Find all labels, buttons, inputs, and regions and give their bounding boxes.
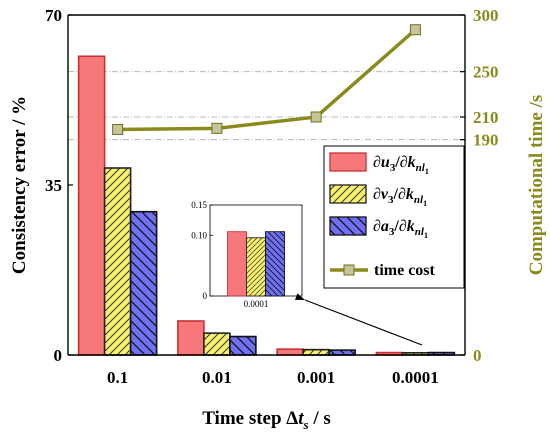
bar-1-0.001 — [276, 348, 304, 356]
x-axis-label: Time step Δts / s — [202, 408, 331, 432]
right-tick-label-250: 250 — [473, 63, 499, 82]
time-cost-marker-0.001 — [310, 111, 322, 123]
right-tick-label-190: 190 — [473, 131, 499, 150]
x-tick-label-0.01: 0.01 — [202, 368, 232, 387]
left-tick-label-35: 35 — [45, 176, 62, 195]
inset-tick-label-0.15: 0.15 — [191, 200, 207, 210]
left-tick-label-70: 70 — [45, 6, 62, 25]
inset-tick-label-0: 0 — [203, 291, 208, 301]
time-cost-line — [112, 24, 421, 135]
inset-bar-2 — [246, 237, 266, 297]
legend-label-time-cost: time cost — [374, 262, 436, 279]
legend-label-3: ∂a3/∂knl1 — [373, 218, 428, 240]
inset-chart: 0 0.10 0.15 0.0001 — [191, 200, 423, 346]
bars — [77, 55, 456, 356]
bar-1-0.01 — [177, 320, 205, 356]
y2-axis-label: Computational time /s — [526, 95, 547, 276]
right-tick-label-0: 0 — [473, 346, 482, 365]
right-tick-label-300: 300 — [473, 6, 499, 25]
inset-x-label: 0.0001 — [244, 299, 269, 309]
inset-bar-3 — [265, 231, 285, 297]
inset-arrow-line — [304, 299, 423, 346]
inset-arrow-head — [295, 293, 305, 300]
legend-swatch-3 — [329, 216, 367, 236]
x-tick-label-0.001: 0.001 — [297, 368, 335, 387]
legend-label-1: ∂u3/∂knl1 — [373, 154, 429, 176]
bar-2-0.001 — [302, 348, 330, 356]
legend-line-marker — [343, 264, 355, 276]
time-cost-marker-0.1 — [112, 123, 124, 135]
bar-2-0.1 — [103, 167, 132, 356]
x-tick-label-0.1: 0.1 — [107, 368, 128, 387]
right-tick-label-210: 210 — [473, 108, 499, 127]
axes: 0 35 70 0 190 210 250 300 0.1 0.01 0.001 0.0001 Time… — [9, 6, 547, 432]
bar-3-0.001 — [328, 349, 356, 356]
legend-swatch-2 — [329, 184, 367, 204]
legend: ∂u3/∂knl1 ∂v3/∂knl1 ∂a3/∂knl1 time cost — [323, 145, 465, 289]
inset-bar-1 — [227, 231, 247, 297]
time-cost-marker-0.01 — [211, 122, 223, 134]
bar-1-0.1 — [77, 55, 106, 356]
legend-label-2: ∂v3/∂knl1 — [373, 186, 427, 208]
bar-3-0.1 — [129, 210, 158, 356]
legend-swatch-1 — [329, 152, 367, 172]
bar-3-0.01 — [229, 335, 257, 356]
time-cost-polyline — [117, 28, 417, 132]
left-tick-label-0: 0 — [54, 346, 63, 365]
gridlines — [68, 71, 465, 141]
x-tick-label-0.0001: 0.0001 — [392, 368, 439, 387]
inset-tick-label-0.10: 0.10 — [191, 230, 207, 240]
bar-2-0.01 — [203, 332, 231, 356]
y-axis-label: Consistency error / % — [9, 96, 30, 274]
time-cost-marker-0.0001 — [409, 24, 421, 36]
